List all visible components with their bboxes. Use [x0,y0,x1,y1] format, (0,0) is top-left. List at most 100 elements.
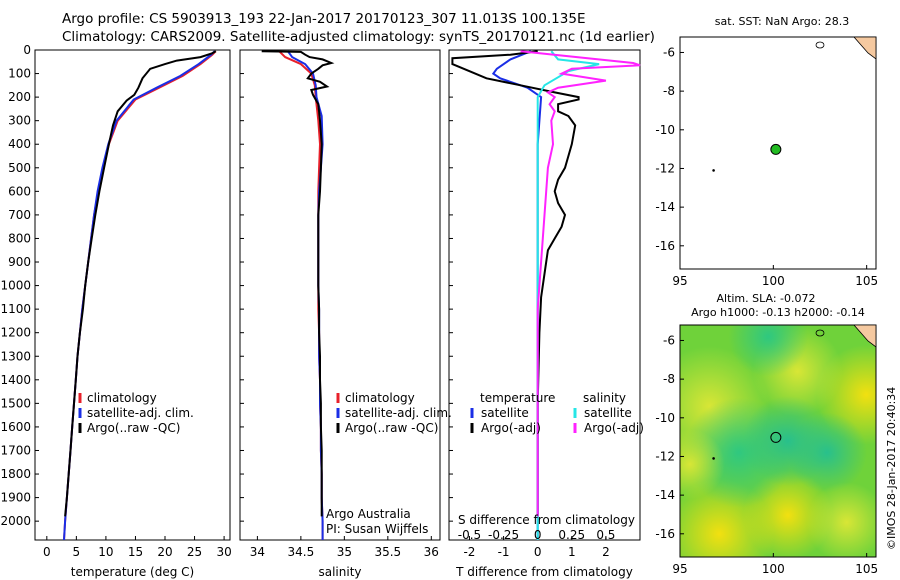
series-line [451,50,580,517]
land-mass [853,36,877,60]
legend-label: climatology [87,391,157,405]
series-line [520,50,641,517]
y-tick-label: 800 [8,231,31,245]
y-tick-label: 1300 [0,349,31,363]
legend-title-salinity: salinity [583,391,626,405]
sla-blob [787,412,867,493]
series-line [261,50,335,517]
top-tick-label: 0.25 [558,528,585,542]
y-tick-label: 1400 [0,373,31,387]
y-tick-label: 1900 [0,491,31,505]
imos-stamp: ©IMOS 28-Jan-2017 20:40:34 [885,387,898,550]
x-tick-label: 10 [98,545,113,559]
y-tick-label: 1600 [0,420,31,434]
x-tick-label: 35.5 [374,545,401,559]
map-x-tick-label: 95 [672,562,687,576]
y-tick-label: 1100 [0,302,31,316]
island [815,329,825,337]
map-y-tick-label: -12 [655,161,675,175]
figure-title-line2: Climatology: CARS2009. Satellite-adjuste… [62,29,655,45]
map-frame-0 [679,36,877,270]
christmas-island [712,169,715,172]
series-line [64,50,217,517]
sla-blob [680,429,725,500]
top-tick-label: 0.5 [596,528,615,542]
x-tick-label: -2 [463,545,475,559]
imos-stamp-text: ©IMOS 28-Jan-2017 20:40:34 [885,387,898,550]
x-tick-label: 20 [157,545,172,559]
map-y-tick-label: -12 [655,449,675,463]
legend-label: satellite-adj. clim. [345,406,452,420]
top-tick-label: 0 [534,528,542,542]
y-tick-label: 1700 [0,443,31,457]
land-mass [853,324,877,348]
map-y-tick-label: -10 [655,123,675,137]
x-axis-label: T difference from climatology [455,565,633,579]
y-tick-label: 200 [8,90,31,104]
panel-frame-2 [448,49,641,541]
x-tick-label: 34.5 [288,545,315,559]
x-axis-label: salinity [318,565,361,579]
map-y-tick-label: -16 [655,527,675,541]
x-tick-label: 30 [216,545,231,559]
y-tick-label: 900 [8,255,31,269]
map-x-tick-label: 100 [762,274,785,288]
panel-note: Argo Australia [326,507,411,521]
argo-float-marker [770,431,782,443]
y-tick-label: 1500 [0,396,31,410]
y-tick-label: 1000 [0,279,31,293]
top-tick-label: -0.5 [458,528,481,542]
map-y-tick-label: -14 [655,200,675,214]
x-tick-label: 34 [250,545,265,559]
panel-frame-0 [34,49,231,541]
top-tick-label: -0.25 [488,528,519,542]
y-tick-label: 2000 [0,514,31,528]
sla-field [680,325,876,557]
legend-label: satellite [584,406,632,420]
christmas-island [712,457,715,460]
map-x-tick-label: 95 [672,274,687,288]
legend-label: climatology [345,391,415,405]
map2-title: Altim. SLA: -0.072 [716,292,815,305]
y-tick-label: 400 [8,137,31,151]
map2-subtitle: Argo h1000: -0.13 h2000: -0.14 [691,306,865,319]
figure-title-line1: Argo profile: CS 5903913_193 22-Jan-2017… [62,11,586,27]
map-x-tick-label: 105 [855,562,878,576]
x-tick-label: 15 [128,545,143,559]
y-tick-label: 300 [8,114,31,128]
island [815,41,825,49]
y-tick-label: 100 [8,67,31,81]
map-y-tick-label: -6 [663,333,675,347]
legend-label: Argo(..raw -QC) [87,421,180,435]
sla-blob [806,482,876,557]
x-tick-label: 25 [187,545,202,559]
y-tick-label: 0 [23,43,31,57]
panel-note: PI: Susan Wijffels [326,522,428,536]
map-y-tick-label: -14 [655,488,675,502]
y-tick-label: 1800 [0,467,31,481]
legend-title-temperature: temperature [480,391,555,405]
y-tick-label: 600 [8,184,31,198]
legend-label: satellite [481,406,529,420]
map-y-tick-label: -8 [663,84,675,98]
map-y-tick-label: -10 [655,411,675,425]
x-tick-label: 2 [602,545,610,559]
y-tick-label: 500 [8,161,31,175]
map-y-tick-label: -16 [655,239,675,253]
y-tick-label: 1200 [0,326,31,340]
x-axis-label: temperature (deg C) [71,565,194,579]
x-tick-label: 36 [424,545,439,559]
argo-float-marker [770,143,782,155]
map-x-tick-label: 105 [855,274,878,288]
map-y-tick-label: -8 [663,372,675,386]
x-tick-label: 1 [568,545,576,559]
panel-frame-1 [239,49,441,541]
x-tick-label: 35 [337,545,352,559]
top-axis-label: S difference from climatology [458,513,635,527]
legend-label: Argo(-adj) [481,421,541,435]
x-tick-label: 0 [534,545,542,559]
map1-title: sat. SST: NaN Argo: 28.3 [715,15,849,28]
sla-blob [728,325,809,377]
map-y-tick-label: -6 [663,45,675,59]
